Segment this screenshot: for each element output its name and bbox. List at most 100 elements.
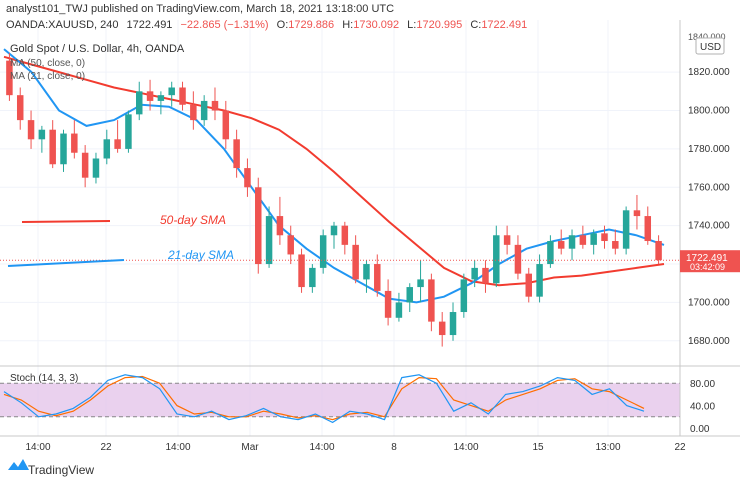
candle-body — [525, 273, 532, 297]
candle-body — [136, 91, 143, 115]
candle-body — [255, 187, 262, 265]
symbol: OANDA:XAUUSD, 240 — [6, 19, 118, 31]
candle — [438, 312, 446, 347]
candle — [525, 267, 532, 303]
price-axis[interactable]: 1820.000 1800.000 1780.000 1760.000 1740.000… — [688, 67, 730, 347]
change: −22.865 (−1.31%) — [181, 19, 269, 31]
candle — [568, 229, 576, 261]
candle — [341, 221, 349, 255]
candle-body — [536, 264, 543, 297]
candle-body — [200, 100, 208, 121]
candle-body — [471, 267, 478, 280]
time-axis[interactable]: 14:00 22 14:00 Mar 14:00 8 14:00 15 13:00 22 — [25, 442, 686, 453]
candle-body — [168, 87, 175, 96]
candle-body — [384, 290, 392, 318]
close-value: 1722.491 — [481, 19, 527, 31]
ohlc-bar: OANDA:XAUUSD, 240 1722.491 −22.865 (−1.3… — [6, 19, 527, 31]
candle — [168, 81, 175, 107]
candle-body — [601, 233, 608, 242]
candle — [222, 100, 230, 149]
candle — [244, 158, 251, 197]
candle-body — [503, 235, 511, 245]
candle-body — [557, 241, 565, 249]
time-tick-label: 15 — [532, 442, 544, 453]
candle-body — [395, 302, 403, 318]
tradingview-logo[interactable]: TradingView — [8, 459, 94, 477]
candle — [200, 95, 208, 126]
candle — [287, 225, 294, 265]
candle-body — [568, 235, 576, 249]
candle — [601, 225, 608, 249]
candle — [92, 152, 100, 184]
currency-label: USD — [700, 42, 721, 53]
high-value: 1730.092 — [353, 19, 399, 31]
open-value: 1729.886 — [288, 19, 334, 31]
candle-body — [352, 244, 359, 280]
sma21-annotation-label: 21-day SMA — [167, 248, 234, 262]
candle — [395, 292, 403, 322]
stoch-tick-label: 80.00 — [690, 379, 715, 390]
bar-countdown: 03:42:09 — [690, 262, 725, 272]
last-price: 1722.491 — [127, 19, 173, 31]
sma50-annotation-line — [21, 220, 111, 223]
candle — [579, 225, 587, 249]
price-tick-label: 1680.000 — [688, 336, 730, 347]
open-label: O: — [277, 19, 289, 31]
price-axis-top-tick: 1840.000 — [688, 32, 726, 42]
currency-box[interactable] — [695, 37, 725, 55]
candle-body — [330, 225, 338, 236]
ma21-legend[interactable]: MA (21, close, 0) — [10, 71, 85, 82]
candle-body — [81, 152, 89, 178]
sma21-annotation-line — [7, 259, 125, 267]
time-tick-label: 22 — [674, 442, 686, 453]
candle — [547, 235, 554, 268]
candle-body — [319, 235, 327, 268]
price-tick-label: 1760.000 — [688, 182, 730, 193]
candle-body — [114, 139, 121, 149]
candle-body — [92, 158, 100, 178]
candle — [460, 273, 468, 318]
candle — [125, 110, 132, 153]
time-tick-label: 8 — [391, 442, 397, 453]
candle-body — [590, 233, 597, 245]
ma21-line — [3, 48, 665, 304]
candle — [503, 225, 511, 255]
candle — [352, 235, 359, 284]
current-price-value: 1722.491 — [686, 253, 728, 264]
candle-body — [244, 168, 251, 188]
price-tick-label: 1800.000 — [688, 106, 730, 117]
candle-body — [190, 104, 197, 121]
candle — [157, 91, 165, 115]
candle — [71, 120, 78, 159]
candle-body — [179, 87, 186, 105]
candle-body — [309, 267, 316, 288]
candle-body — [547, 241, 554, 265]
candle-body — [211, 100, 219, 111]
candle-body — [71, 133, 78, 153]
candle — [482, 260, 489, 293]
candle-body — [287, 235, 294, 255]
candle — [179, 81, 186, 111]
candle-body — [406, 287, 413, 303]
candle-body — [27, 120, 35, 140]
candle — [319, 229, 327, 274]
candle — [114, 120, 121, 153]
candle-body — [16, 95, 24, 121]
candle — [38, 125, 46, 153]
candle-body — [60, 133, 67, 165]
ma50-legend[interactable]: MA (50, close, 0) — [10, 58, 85, 69]
instrument-legend[interactable]: Gold Spot / U.S. Dollar, 4h, OANDA — [10, 43, 185, 55]
time-tick-label: 14:00 — [25, 442, 50, 453]
price-tick-label: 1740.000 — [688, 221, 730, 232]
time-tick-label: 14:00 — [453, 442, 478, 453]
low-label: L: — [407, 19, 416, 31]
candle-body — [265, 216, 273, 265]
candle-body — [460, 279, 468, 313]
candle — [471, 260, 478, 288]
time-tick-label: 22 — [100, 442, 112, 453]
candle-body — [298, 254, 305, 288]
candles — [6, 52, 662, 347]
candle-body — [622, 210, 630, 249]
candle — [330, 221, 338, 249]
